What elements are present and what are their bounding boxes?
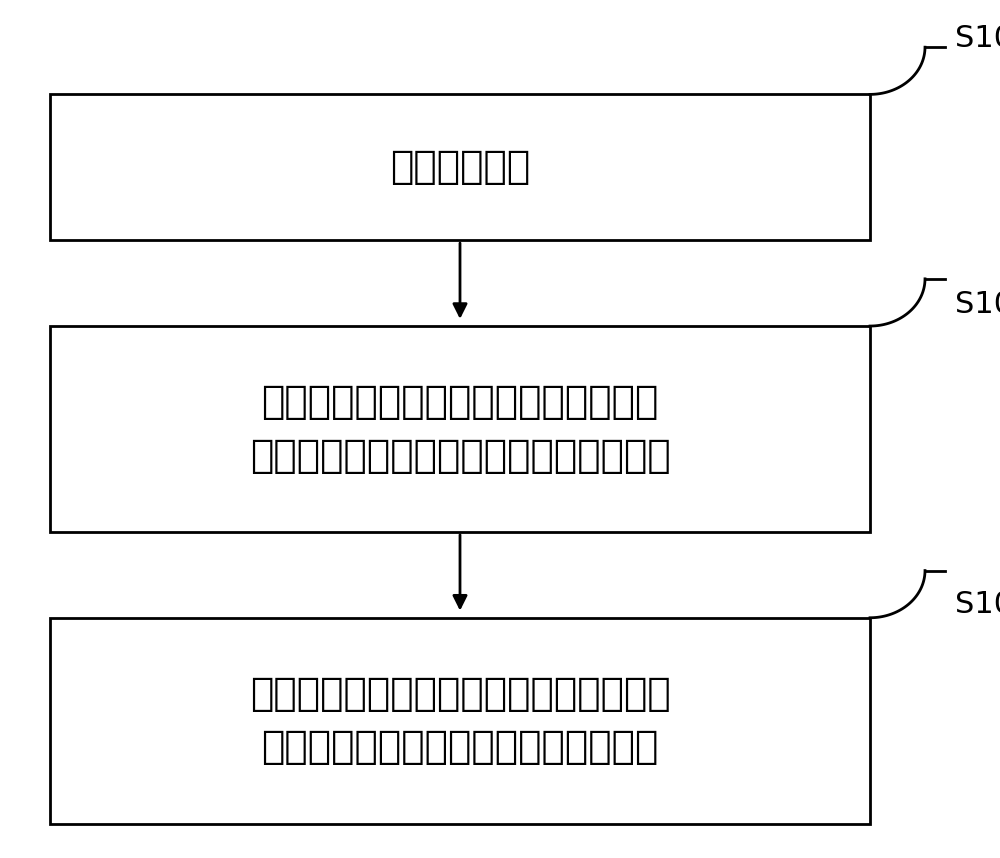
Bar	[50, 94, 870, 240]
Bar	[50, 618, 870, 824]
Text: 将虚拟文档对象模型转换为文档对象模
型，并将文档对象模型插入所述复现页面: 将虚拟文档对象模型转换为文档对象模 型，并将文档对象模型插入所述复现页面	[250, 384, 670, 474]
Text: S101: S101	[955, 24, 1000, 53]
Bar	[50, 326, 870, 532]
Text: 基于文档对象模型中的操作行为信息，以
在所述复现页面中实现操作行为的复现: 基于文档对象模型中的操作行为信息，以 在所述复现页面中实现操作行为的复现	[250, 675, 670, 766]
Text: S102: S102	[955, 290, 1000, 319]
Text: 创建复现页面: 创建复现页面	[390, 148, 530, 186]
Text: S103: S103	[955, 590, 1000, 619]
